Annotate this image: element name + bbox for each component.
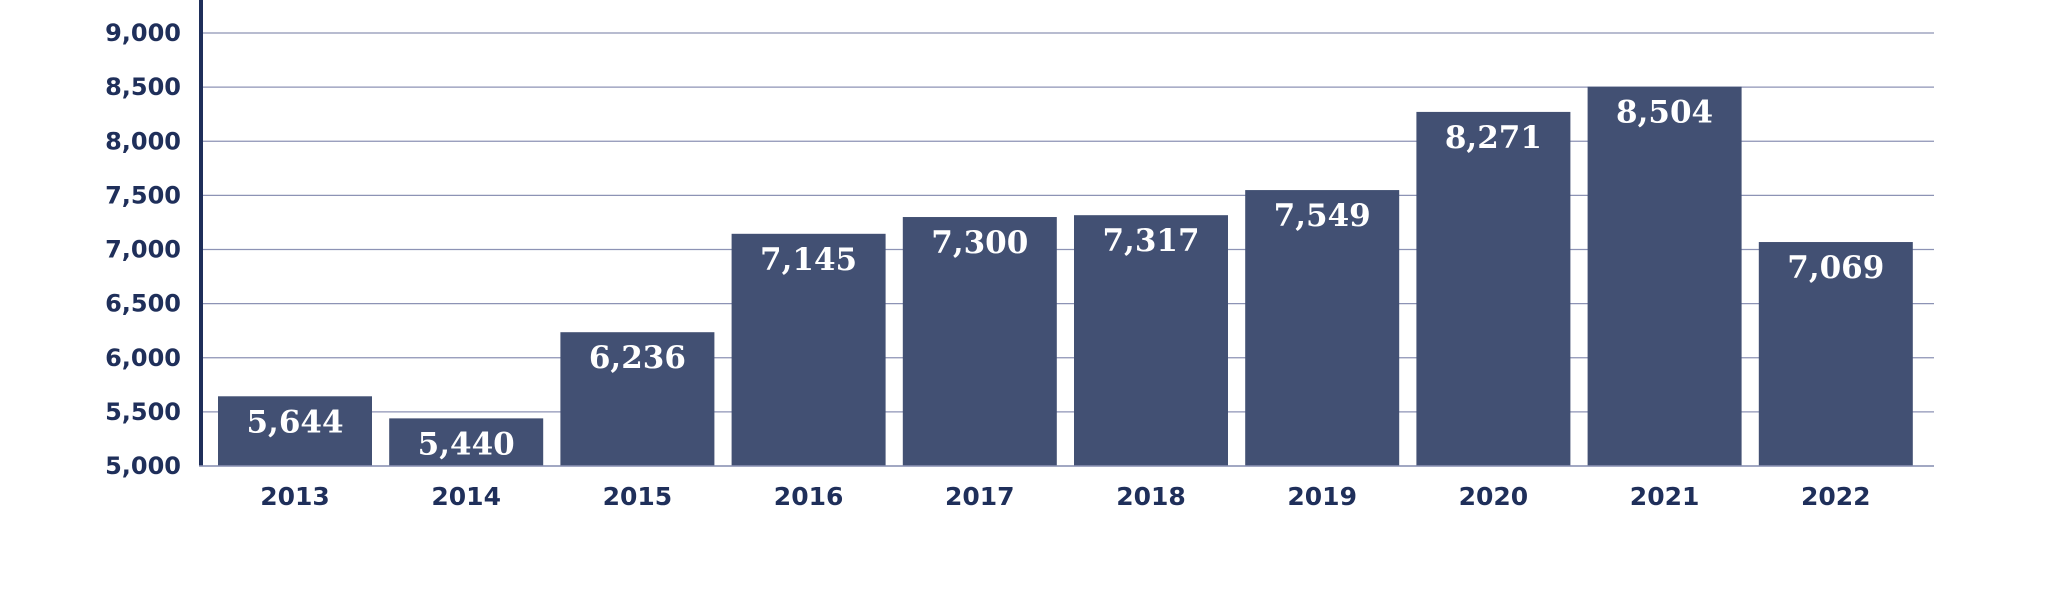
bars [218, 86, 1913, 467]
y-tick-label: 5,000 [105, 452, 181, 480]
bar-value-labels: 5,644 5,440 6,236 7,145 7,300 7,317 7,549 8,271… [246, 95, 1884, 463]
bar-value-label: 7,549 [1274, 198, 1371, 234]
bar-2020 [1416, 111, 1571, 467]
y-tick-label: 8,500 [105, 73, 181, 101]
x-tick-label: 2020 [1459, 482, 1529, 511]
x-tick-label: 2013 [260, 482, 330, 511]
bar-2017 [902, 217, 1057, 466]
y-tick-label: 9,000 [105, 19, 181, 47]
x-tick-label: 2014 [431, 482, 501, 511]
bar-value-label: 5,644 [246, 404, 343, 440]
x-tick-label: 2021 [1630, 482, 1700, 511]
grid-lines [200, 32, 1934, 467]
bar-2018 [1074, 215, 1228, 466]
y-tick-label: 7,500 [105, 181, 181, 209]
bar-value-label: 7,069 [1787, 250, 1884, 286]
bar-value-label: 6,236 [589, 340, 686, 376]
bar-2013 [218, 396, 372, 466]
bar-value-label: 8,271 [1445, 120, 1542, 156]
bar-value-label: 8,504 [1616, 95, 1713, 131]
y-tick-label: 5,500 [105, 398, 181, 426]
x-tick-label: 2015 [603, 482, 673, 511]
x-axis-tick-labels: 2013 2014 2015 2016 2017 2018 2019 2020 2021 2022 [260, 482, 1870, 511]
bar-2016 [731, 233, 886, 466]
y-tick-label: 6,500 [105, 290, 181, 318]
x-tick-label: 2022 [1801, 482, 1871, 511]
y-tick-label: 7,000 [105, 236, 181, 264]
x-tick-label: 2016 [774, 482, 844, 511]
bar-2022 [1758, 242, 1913, 466]
bar-value-label: 7,317 [1102, 223, 1199, 259]
bar-2019 [1245, 190, 1400, 467]
bar-2014 [389, 418, 544, 466]
bar-2015 [560, 332, 715, 466]
y-axis-tick-labels: 5,000 5,500 6,000 6,500 7,000 7,500 8,000 8,500… [105, 19, 181, 480]
y-tick-label: 8,000 [105, 127, 181, 155]
x-tick-label: 2019 [1287, 482, 1357, 511]
axes [199, 0, 1934, 467]
bar-value-label: 7,145 [760, 242, 857, 278]
bar-2021 [1587, 86, 1742, 466]
x-tick-label: 2018 [1116, 482, 1186, 511]
bar-value-label: 5,440 [418, 426, 515, 462]
x-tick-label: 2017 [945, 482, 1015, 511]
bar-value-label: 7,300 [931, 225, 1028, 261]
y-tick-label: 6,000 [105, 344, 181, 372]
